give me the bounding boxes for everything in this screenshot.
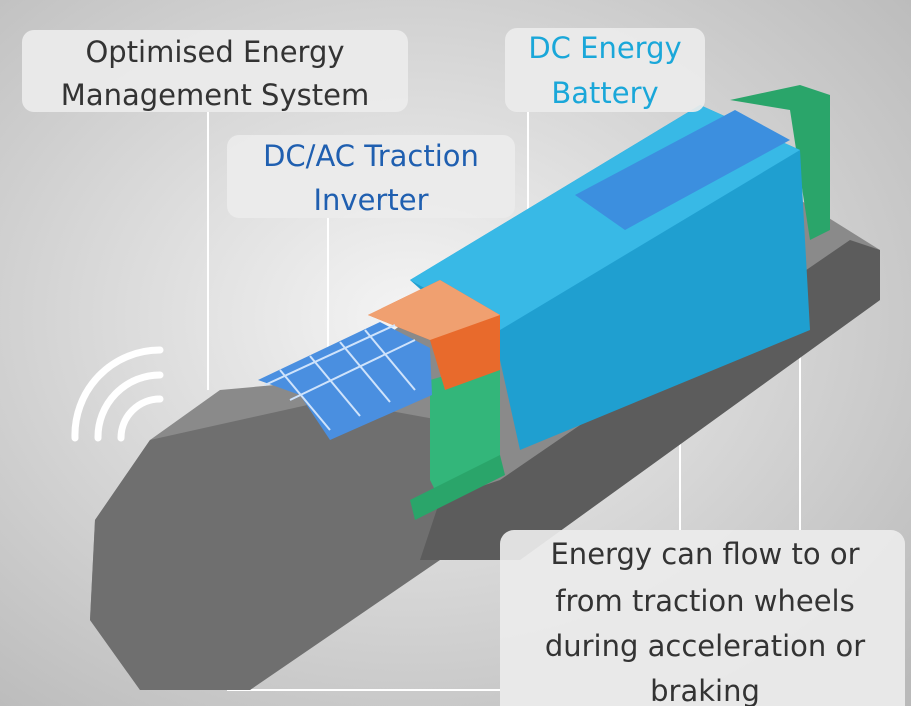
label-text: during acceleration or <box>545 629 865 663</box>
wireless-icon <box>71 346 164 442</box>
label-text: DC/AC Traction <box>263 139 479 173</box>
label-box <box>22 30 408 112</box>
label-text: Inverter <box>314 183 429 217</box>
label-box <box>500 530 905 710</box>
label-box <box>227 135 515 218</box>
label-text: from traction wheels <box>555 584 854 618</box>
label-text: Energy can flow to or <box>550 537 859 571</box>
label-text: Battery <box>551 76 658 110</box>
label-text: braking <box>650 674 760 706</box>
label-text: DC Energy <box>528 31 681 65</box>
label-box <box>505 28 705 112</box>
label-text: Management System <box>61 78 369 112</box>
label-text: Optimised Energy <box>85 35 344 69</box>
locomotive <box>90 85 880 690</box>
